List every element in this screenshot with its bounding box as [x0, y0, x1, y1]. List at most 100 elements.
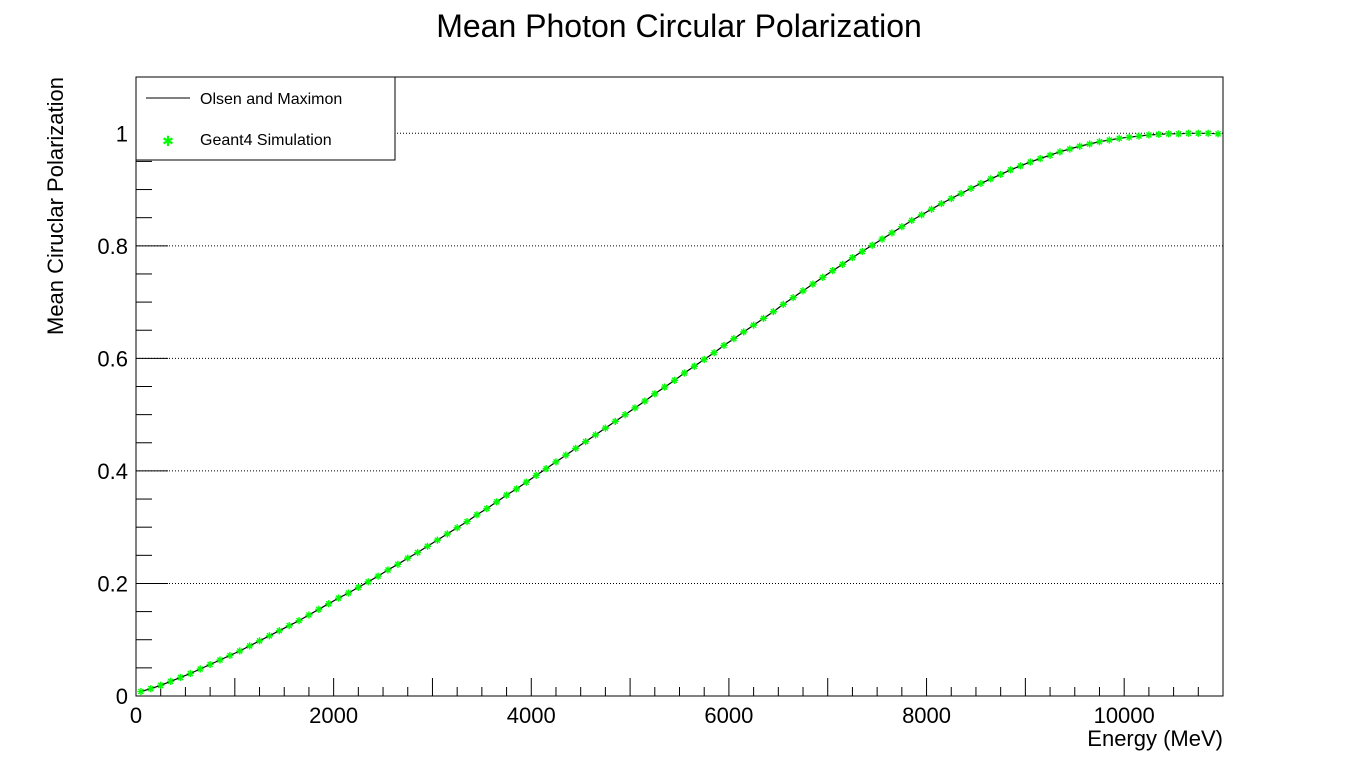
data-point-geant4	[838, 260, 847, 268]
x-tick-label: 4000	[507, 703, 556, 728]
data-point-geant4	[137, 687, 145, 696]
data-point-geant4	[908, 216, 916, 225]
data-point-geant4	[1085, 140, 1094, 148]
data-point-geant4	[641, 397, 649, 405]
data-point-geant4	[483, 505, 491, 513]
data-point-geant4	[216, 656, 224, 664]
data-point-geant4	[255, 637, 264, 645]
data-point-geant4	[552, 458, 560, 466]
x-tick-label: 0	[130, 703, 142, 728]
y-tick-label: 0.8	[97, 234, 128, 259]
data-point-geant4	[522, 478, 530, 486]
data-point-geant4	[947, 194, 955, 203]
data-point-geant4	[1006, 166, 1015, 174]
data-point-geant4	[1016, 162, 1025, 170]
y-tick-label: 0.6	[97, 346, 128, 371]
data-point-geant4	[651, 390, 659, 398]
data-point-geant4	[334, 594, 343, 602]
data-point-geant4	[394, 560, 402, 568]
x-tick-label: 8000	[902, 703, 951, 728]
data-point-geant4	[918, 211, 926, 219]
data-point-geant4	[226, 651, 234, 660]
data-point-geant4	[1115, 134, 1123, 142]
data-point-geant4	[572, 444, 580, 452]
chart-title: Mean Photon Circular Polarization	[436, 8, 922, 44]
data-point-geant4	[1076, 142, 1084, 150]
data-point-geant4	[176, 673, 185, 682]
x-tick-label: 6000	[704, 703, 753, 728]
data-point-geant4	[591, 431, 600, 439]
data-point-geant4	[779, 300, 787, 308]
tick-labels: 0 2000 4000 6000 8000 10000 0 0.2 0.4 0.6 0.8 1	[97, 121, 1154, 728]
data-point-geant4	[927, 205, 936, 213]
data-point-geant4	[582, 438, 590, 446]
data-point-geant4	[730, 335, 738, 343]
legend: Olsen and Maximon ✱ Geant4 Simulation	[135, 76, 396, 161]
data-point-geant4	[750, 321, 758, 329]
data-point-geant4	[631, 404, 639, 412]
data-point-geant4	[1194, 129, 1202, 137]
data-point-geant4	[1125, 133, 1133, 141]
y-tick-label: 0	[116, 684, 128, 709]
data-point-geant4	[720, 341, 728, 350]
data-point-geant4	[206, 660, 214, 669]
data-point-geant4	[502, 491, 511, 499]
data-point-geant4	[1155, 130, 1163, 138]
data-point-geant4	[829, 266, 837, 275]
data-point-geant4	[858, 247, 866, 256]
data-point-geant4	[512, 485, 521, 493]
y-axis-label: Mean Ciruclar Polarization	[43, 77, 68, 335]
data-point-geant4	[433, 536, 441, 544]
data-point-geant4	[364, 578, 372, 586]
data-point-geant4	[670, 376, 679, 384]
data-point-geant4	[473, 511, 481, 519]
data-point-geant4	[621, 411, 629, 419]
data-point-geant4	[987, 175, 995, 183]
series-line-olsen-maximon	[140, 132, 1219, 693]
data-point-geant4	[977, 179, 985, 187]
data-point-geant4	[601, 424, 609, 432]
y-tick-label: 0.2	[97, 571, 128, 596]
data-point-geant4	[265, 632, 274, 640]
x-tick-label: 2000	[309, 703, 358, 728]
data-point-geant4	[423, 542, 432, 550]
data-point-geant4	[147, 685, 155, 693]
data-point-geant4	[1026, 158, 1034, 166]
data-point-geant4	[196, 665, 204, 673]
data-point-geant4	[186, 669, 194, 678]
data-point-geant4	[493, 498, 501, 506]
data-point-geant4	[799, 287, 807, 295]
data-point-geant4	[542, 465, 550, 473]
data-point-geant4	[819, 273, 827, 281]
data-point-geant4	[166, 677, 175, 685]
data-point-geant4	[1145, 131, 1153, 139]
data-point-geant4	[710, 349, 718, 357]
data-point-geant4	[295, 616, 303, 625]
legend-label-olsen: Olsen and Maximon	[200, 91, 342, 108]
data-point-geant4	[1046, 151, 1054, 159]
data-point-geant4	[1105, 136, 1113, 144]
data-point-geant4	[157, 681, 165, 689]
data-point-geant4	[759, 314, 768, 323]
data-point-geant4	[1214, 130, 1222, 138]
data-point-geant4	[898, 223, 906, 231]
data-point-geant4	[868, 241, 876, 249]
data-point-geant4	[997, 170, 1005, 178]
data-point-geant4	[532, 471, 540, 480]
data-point-geant4	[1036, 154, 1044, 163]
grid-lines	[136, 132, 1223, 584]
data-point-geant4	[848, 254, 857, 262]
data-point-geant4	[414, 548, 422, 557]
data-point-geant4	[305, 611, 313, 619]
data-point-geant4	[354, 583, 362, 591]
data-point-geant4	[1066, 145, 1074, 153]
data-point-geant4	[957, 189, 965, 198]
data-point-geant4	[888, 229, 896, 237]
data-point-geant4	[937, 200, 945, 208]
data-point-geant4	[562, 451, 570, 459]
data-point-geant4	[700, 355, 708, 364]
data-point-geant4	[1056, 148, 1064, 156]
data-point-geant4	[661, 383, 669, 391]
data-point-geant4	[740, 328, 748, 336]
data-point-geant4	[315, 605, 323, 613]
